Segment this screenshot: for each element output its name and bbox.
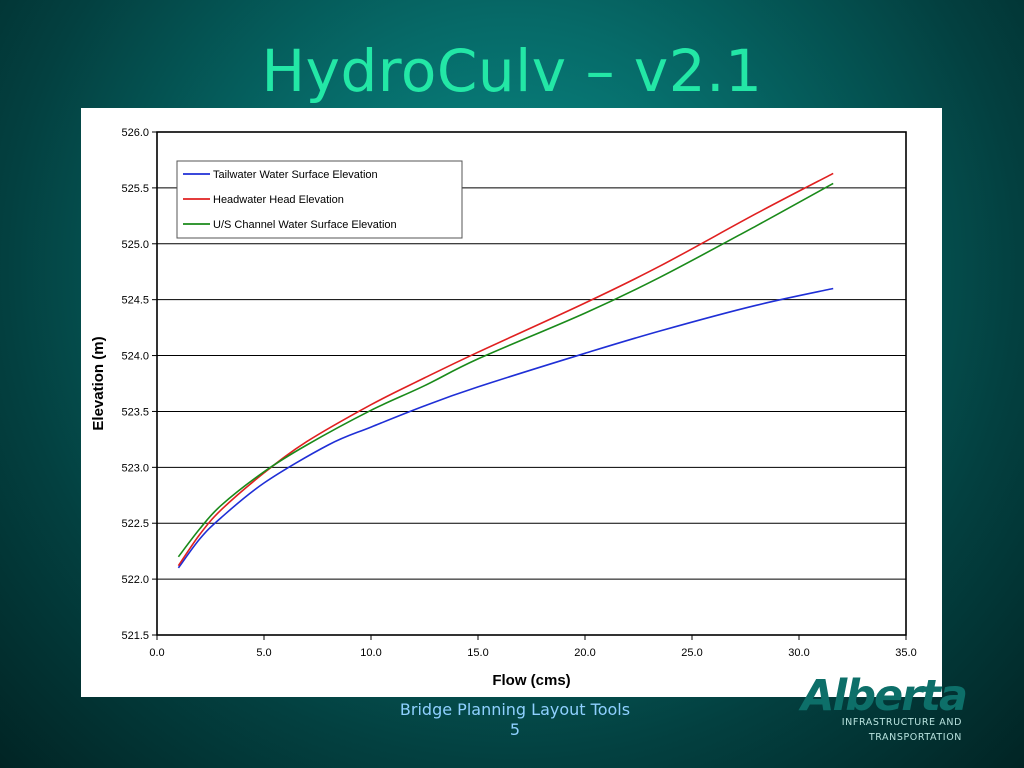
footer-text: Bridge Planning Layout Tools: [399, 700, 631, 719]
y-tick-label: 521.5: [121, 630, 149, 642]
headwater-line: [177, 172, 834, 567]
x-tick-label: 10.0: [360, 647, 381, 659]
tailwater-line: [177, 287, 834, 569]
plot-frame: [156, 131, 907, 636]
x-axis-ticks: 0.0 5.0 10.0 15.0 20.0 25.0 30.0 35.0: [149, 635, 917, 659]
channel-line: [177, 182, 834, 558]
x-axis-label: Flow (cms): [492, 672, 570, 689]
grid-lines: [157, 187, 906, 580]
alberta-logo: Alberta INFRASTRUCTURE AND TRANSPORTATIO…: [800, 674, 970, 749]
y-tick-label: 523.0: [121, 462, 149, 474]
legend-item-headwater: Headwater Head Elevation: [213, 194, 344, 206]
logo-wordmark: Alberta: [801, 671, 968, 721]
y-axis-label: Elevation (m): [90, 336, 107, 430]
y-tick-label: 522.5: [121, 518, 149, 530]
legend-item-channel: U/S Channel Water Surface Elevation: [213, 219, 397, 231]
y-tick-label: 526.0: [121, 127, 149, 139]
line-chart: 521.5 522.0 522.5 523.0 523.5 524.0 524.5 525.0…: [90, 127, 917, 689]
chart-panel: 521.5 522.0 522.5 523.0 523.5 524.0 524.5 525.0…: [81, 108, 942, 697]
y-tick-label: 525.0: [121, 239, 149, 251]
logo-line-1: INFRASTRUCTURE AND: [841, 717, 962, 728]
y-tick-label: 522.0: [121, 574, 149, 586]
y-axis-ticks: 521.5 522.0 522.5 523.0 523.5 524.0 524.5 525.0…: [121, 127, 157, 642]
chart-legend: Tailwater Water Surface Elevation Headwat…: [176, 160, 463, 239]
y-tick-label: 524.5: [121, 295, 149, 307]
x-tick-label: 15.0: [467, 647, 488, 659]
x-tick-label: 35.0: [895, 647, 916, 659]
legend-box: [176, 160, 463, 239]
x-tick-label: 0.0: [149, 647, 164, 659]
x-tick-label: 5.0: [256, 647, 271, 659]
x-tick-label: 25.0: [681, 647, 702, 659]
x-tick-label: 30.0: [788, 647, 809, 659]
logo-line-2: TRANSPORTATION: [868, 732, 962, 743]
slide-number: 5: [509, 720, 521, 739]
slide-footer: Bridge Planning Layout Tools 5: [360, 700, 670, 740]
y-tick-label: 523.5: [121, 406, 149, 418]
slide-title: HydroCulv – v2.1: [261, 37, 763, 105]
series-lines: [177, 172, 834, 569]
x-tick-label: 20.0: [574, 647, 595, 659]
y-tick-label: 524.0: [121, 351, 149, 363]
legend-item-tailwater: Tailwater Water Surface Elevation: [213, 169, 378, 181]
y-tick-label: 525.5: [121, 183, 149, 195]
